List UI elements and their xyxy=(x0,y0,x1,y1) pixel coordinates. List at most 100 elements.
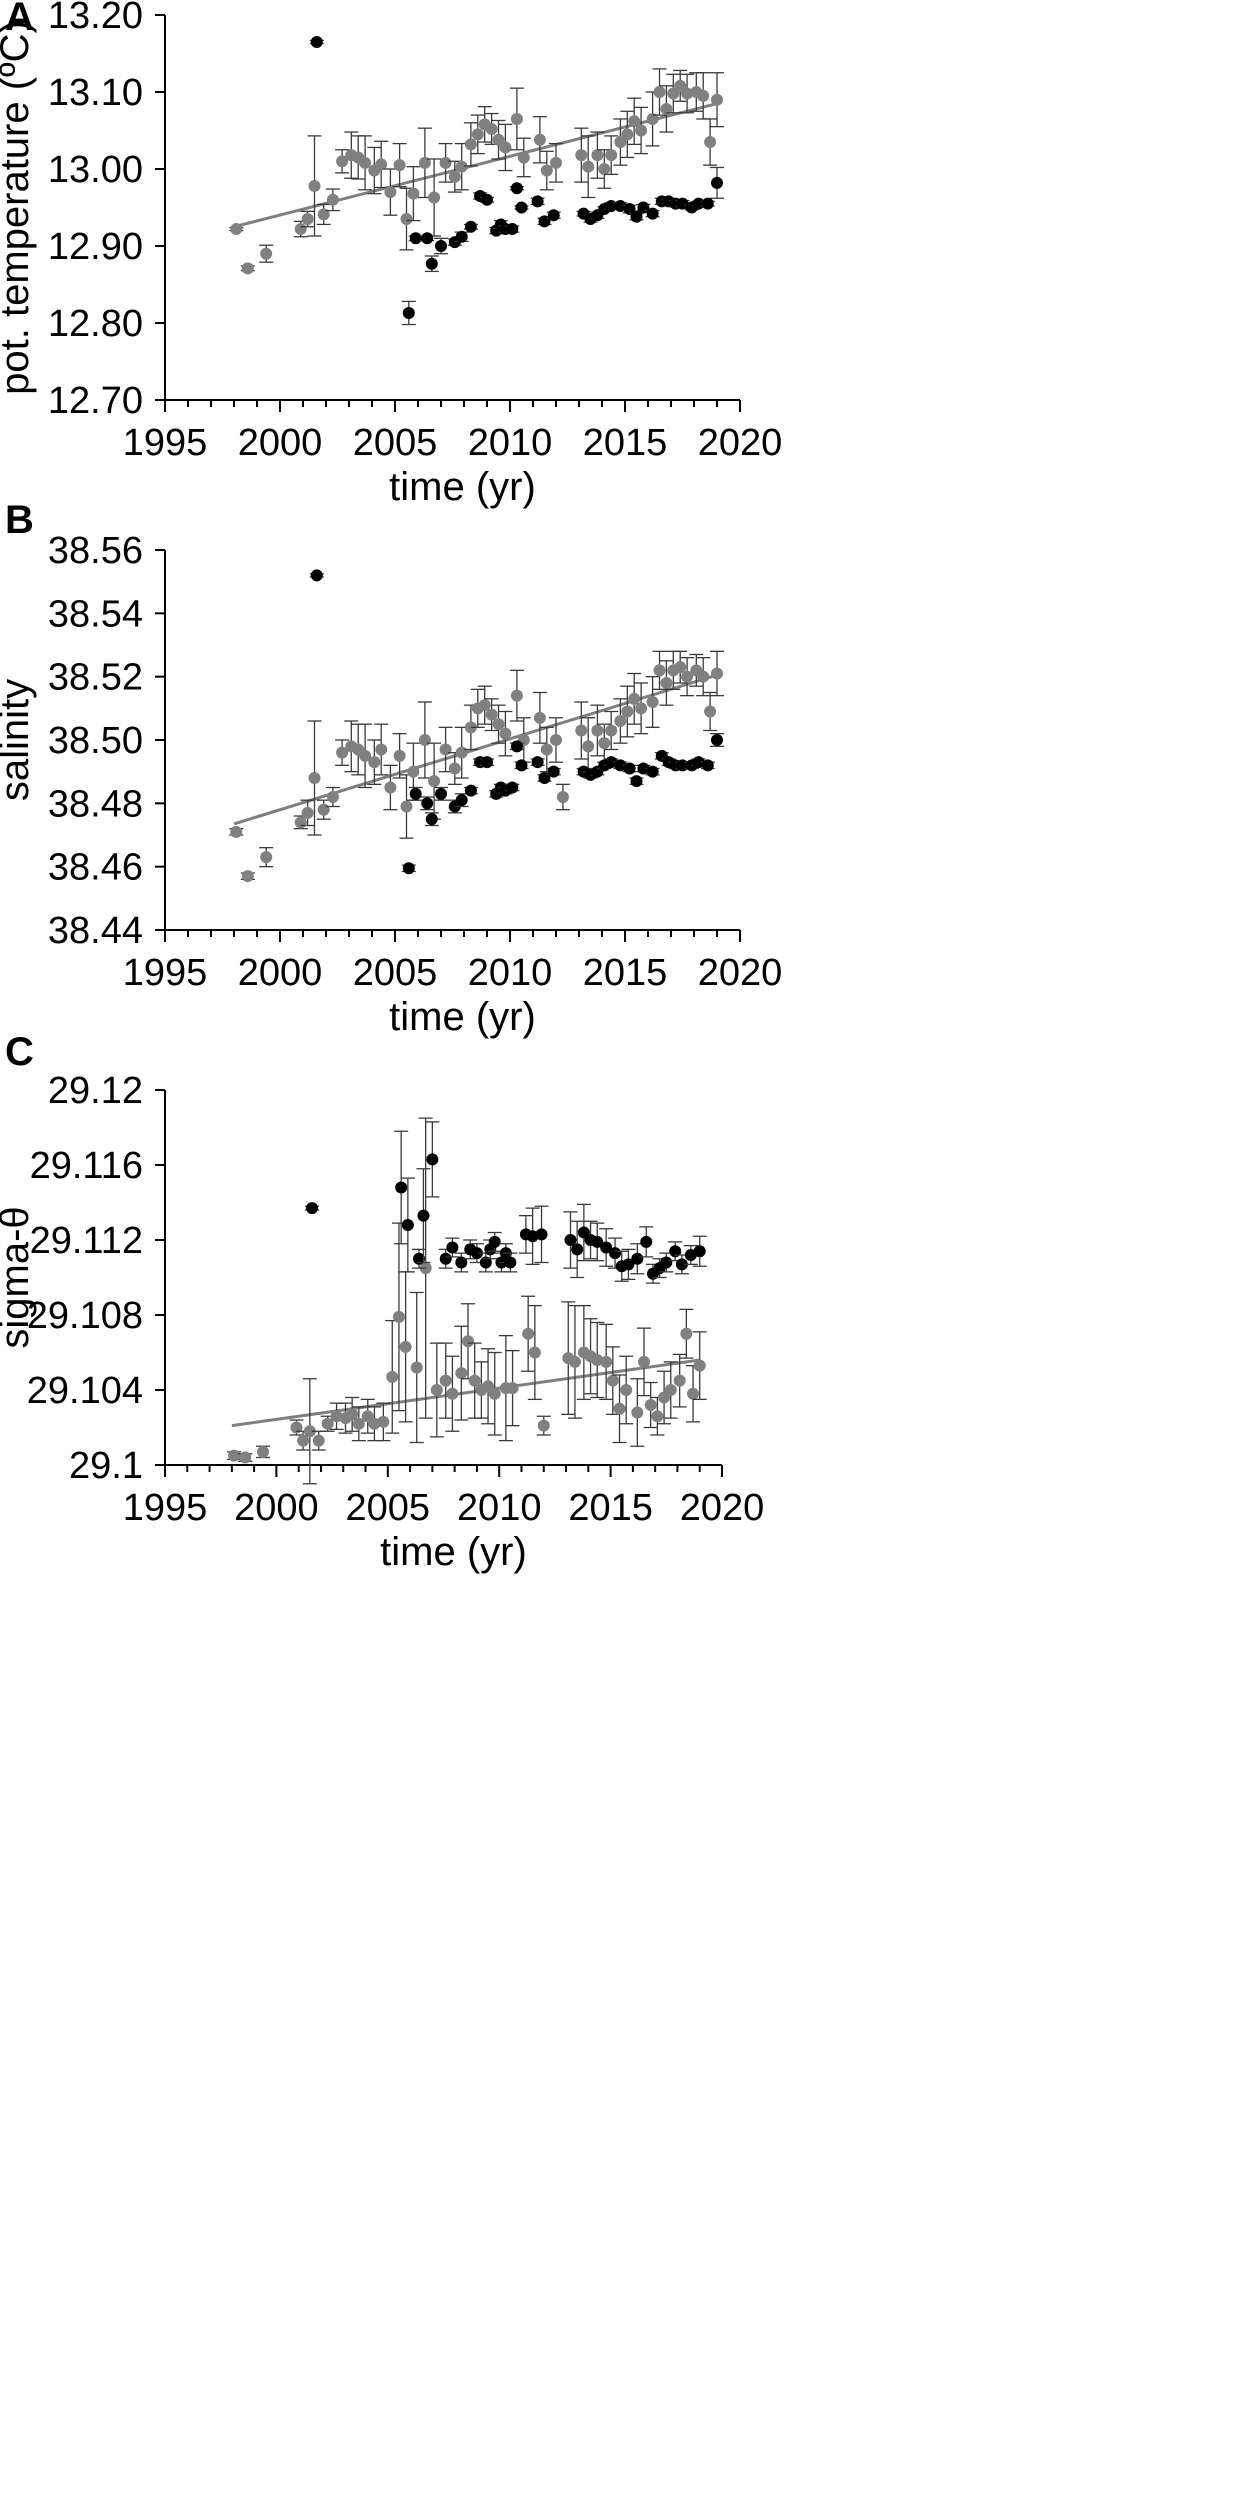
x-tick-label: 2010 xyxy=(457,1487,542,1529)
gray-data-point xyxy=(646,112,659,125)
black-data-point xyxy=(605,756,618,769)
gray-data-point xyxy=(600,1355,613,1368)
x-tick-label: 1995 xyxy=(123,1487,208,1529)
black-data-point xyxy=(701,197,714,210)
gray-data-point xyxy=(260,851,273,864)
gray-data-point xyxy=(308,179,321,192)
gray-data-point xyxy=(711,667,723,680)
black-data-point xyxy=(614,759,627,772)
gray-data-point xyxy=(533,711,546,724)
gray-data-point xyxy=(582,740,595,753)
gray-data-point xyxy=(540,743,553,756)
gray-data-point xyxy=(653,86,666,98)
black-data-point xyxy=(701,759,714,772)
gray-data-point xyxy=(704,136,717,149)
gray-data-point xyxy=(697,89,710,102)
gray-data-point xyxy=(455,160,468,173)
black-data-point xyxy=(531,195,544,208)
black-data-point xyxy=(435,787,447,800)
gray-data-point xyxy=(317,208,330,221)
gray-data-point xyxy=(667,87,680,100)
y-axis-label: salinity xyxy=(0,679,37,801)
gray-data-point xyxy=(439,743,452,756)
black-data-point xyxy=(676,197,689,210)
x-tick-label: 2010 xyxy=(468,952,553,994)
gray-data-point xyxy=(468,1374,481,1387)
gray-data-point xyxy=(644,1399,657,1411)
black-data-point xyxy=(547,765,560,778)
black-data-point xyxy=(426,1153,439,1166)
panel-c: C 29.1 29.104 29.108 29.112 29.116 29.12 1995 20… xyxy=(0,1030,764,1574)
y-tick-label: 29.12 xyxy=(48,1070,143,1112)
black-data-point xyxy=(630,210,643,223)
gray-data-point xyxy=(638,1355,651,1368)
x-axis-label: time (yr) xyxy=(389,995,536,1039)
gray-data-point xyxy=(605,149,618,162)
gray-data-point xyxy=(464,138,477,151)
gray-data-point xyxy=(488,1387,501,1400)
black-data-point xyxy=(622,1258,635,1271)
gray-data-point xyxy=(303,1425,316,1438)
gray-data-point xyxy=(537,1419,550,1432)
gray-data-point xyxy=(540,164,553,177)
y-tick-label: 12.90 xyxy=(48,226,143,268)
gray-data-point xyxy=(606,1374,619,1387)
black-data-point xyxy=(693,1245,706,1258)
gray-data-point xyxy=(301,806,314,819)
y-tick-label: 38.52 xyxy=(48,657,143,699)
black-data-point xyxy=(488,1235,501,1248)
gray-data-point xyxy=(260,247,273,260)
gray-data-point xyxy=(674,79,687,92)
x-axis-label: time (yr) xyxy=(380,1530,527,1574)
gray-series xyxy=(229,650,724,883)
gray-data-point xyxy=(368,1417,381,1430)
black-data-point xyxy=(455,230,468,243)
black-data-point xyxy=(609,1247,622,1260)
gray-data-point xyxy=(448,170,461,183)
panel-letter: A xyxy=(5,0,34,39)
gray-data-point xyxy=(241,870,254,883)
y-tick-label: 29.1 xyxy=(69,1445,143,1487)
gray-data-point xyxy=(399,1340,412,1353)
black-data-point xyxy=(614,199,627,212)
gray-data-point xyxy=(407,187,420,200)
panel-letter: C xyxy=(5,1030,34,1074)
black-data-point xyxy=(510,740,523,753)
gray-data-point xyxy=(228,1449,241,1462)
gray-data-point xyxy=(635,124,648,137)
gray-data-point xyxy=(326,193,339,206)
gray-data-point xyxy=(308,772,321,784)
gray-data-point xyxy=(471,128,484,141)
x-tick-label: 2020 xyxy=(698,952,783,994)
gray-data-point xyxy=(368,756,381,769)
gray-data-point xyxy=(711,93,723,106)
gray-data-point xyxy=(384,781,397,794)
gray-data-point xyxy=(506,1382,519,1395)
gray-data-point xyxy=(651,1410,664,1423)
gray-data-point xyxy=(575,724,588,737)
gray-data-point xyxy=(439,1374,452,1387)
x-tick-label: 2000 xyxy=(238,422,323,464)
black-series xyxy=(309,569,724,875)
black-data-point xyxy=(425,813,438,826)
black-data-point xyxy=(421,232,434,245)
gray-data-point xyxy=(241,262,254,275)
panel-b: B 38.44 38.46 38.48 38.50 38.52 38.54 38.56 1995… xyxy=(0,498,782,1039)
gray-data-point xyxy=(517,151,530,164)
gray-data-point xyxy=(522,1327,535,1340)
black-data-point xyxy=(395,1181,408,1194)
black-data-point xyxy=(481,756,493,769)
gray-data-point xyxy=(346,1408,359,1421)
gray-data-point xyxy=(455,1367,468,1380)
black-data-point xyxy=(669,1245,682,1258)
gray-data-point xyxy=(613,1402,626,1415)
black-data-point xyxy=(591,1235,604,1248)
gray-data-point xyxy=(631,1406,644,1419)
gray-data-point xyxy=(400,800,413,813)
black-data-point xyxy=(412,1252,425,1265)
gray-data-point xyxy=(556,791,569,803)
gray-data-point xyxy=(591,724,604,737)
gray-data-point xyxy=(528,1346,541,1359)
black-data-point xyxy=(531,756,544,769)
gray-data-point xyxy=(598,163,611,175)
